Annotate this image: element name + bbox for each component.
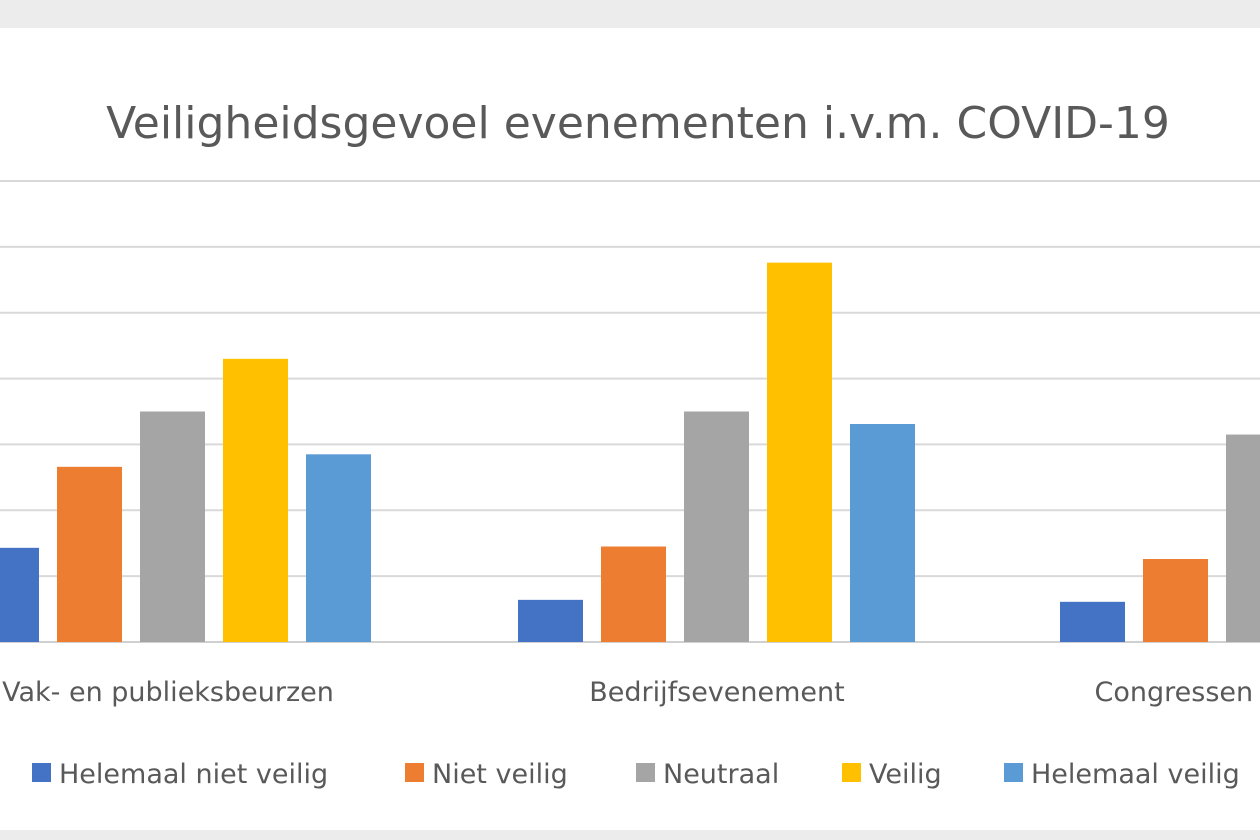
legend-swatch [842,763,861,782]
bar [57,466,122,642]
bar [1143,559,1208,642]
bar [684,411,749,642]
chart-area: Vak- en publieksbeurzen Bedrijfsevenement… [0,28,1260,830]
legend-label: Niet veilig [432,759,568,790]
legend-swatch [1004,763,1023,782]
bar [518,599,583,642]
category-label: Vak- en publieksbeurzen [2,677,334,708]
legend-label: Helemaal veilig [1031,759,1240,790]
bar [0,547,39,642]
bar [140,411,205,642]
category-label: Bedrijfsevenement [589,677,845,708]
legend-swatch [32,763,51,782]
bar [223,358,288,642]
bar [306,454,371,642]
bar-chart: Vak- en publieksbeurzen Bedrijfsevenement… [0,180,1260,790]
bar [1226,434,1260,642]
legend-label: Helemaal niet veilig [59,759,328,790]
bar [767,262,832,642]
bar [850,424,915,642]
legend-swatch [405,763,424,782]
category-label: Congressen en [1095,677,1260,708]
legend-label: Neutraal [663,759,779,790]
chart-title: Veiligheidsgevoel evenementen i.v.m. COV… [106,98,1170,149]
legend-swatch [636,763,655,782]
bar [1060,601,1125,642]
bar [601,546,666,642]
legend-label: Veilig [869,759,942,790]
